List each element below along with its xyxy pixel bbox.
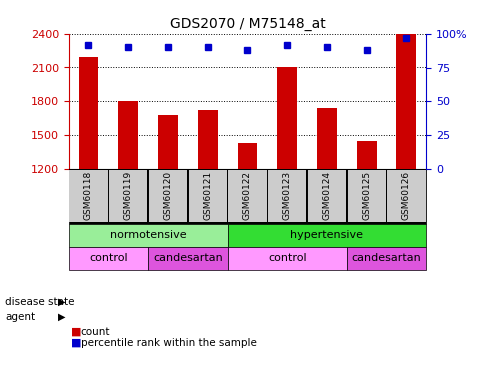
Text: normotensive: normotensive: [110, 230, 186, 240]
Text: candesartan: candesartan: [352, 254, 421, 263]
Text: ■: ■: [71, 327, 81, 337]
Text: GSM60119: GSM60119: [123, 171, 133, 220]
Bar: [347, 169, 387, 224]
Bar: [238, 143, 257, 169]
Text: agent: agent: [5, 312, 35, 322]
Bar: [108, 169, 148, 224]
Bar: [268, 170, 306, 222]
Bar: [396, 34, 416, 169]
Text: candesartan: candesartan: [153, 254, 223, 263]
Bar: [69, 224, 227, 247]
Bar: [308, 170, 346, 222]
Title: GDS2070 / M75148_at: GDS2070 / M75148_at: [170, 17, 325, 32]
Bar: [198, 110, 218, 169]
Bar: [227, 169, 268, 224]
Text: control: control: [268, 254, 307, 263]
Text: control: control: [89, 254, 128, 263]
Bar: [277, 67, 297, 169]
Text: GSM60121: GSM60121: [203, 171, 212, 220]
Bar: [227, 247, 347, 270]
Text: ▶: ▶: [58, 312, 65, 322]
Text: GSM60118: GSM60118: [84, 171, 93, 220]
Text: GSM60122: GSM60122: [243, 171, 252, 220]
Bar: [268, 169, 307, 224]
Text: disease state: disease state: [5, 297, 74, 307]
Bar: [69, 169, 108, 224]
Text: ■: ■: [71, 338, 81, 348]
Bar: [357, 141, 377, 169]
Text: GSM60125: GSM60125: [362, 171, 371, 220]
Text: ▶: ▶: [58, 297, 65, 307]
Bar: [188, 169, 227, 224]
Bar: [118, 101, 138, 169]
Bar: [228, 170, 267, 222]
Bar: [387, 169, 426, 224]
Bar: [347, 170, 386, 222]
Bar: [347, 247, 426, 270]
Bar: [78, 57, 98, 169]
Text: GSM60123: GSM60123: [283, 171, 292, 220]
Bar: [307, 169, 347, 224]
Bar: [388, 170, 425, 222]
Text: GSM60120: GSM60120: [164, 171, 172, 220]
Bar: [317, 108, 337, 169]
Text: GSM60126: GSM60126: [402, 171, 411, 220]
Text: count: count: [81, 327, 110, 337]
Bar: [227, 224, 426, 247]
Text: percentile rank within the sample: percentile rank within the sample: [81, 338, 257, 348]
Bar: [69, 247, 148, 270]
Bar: [70, 170, 107, 222]
Bar: [189, 170, 227, 222]
Text: hypertensive: hypertensive: [291, 230, 364, 240]
Bar: [158, 115, 178, 169]
Text: GSM60124: GSM60124: [322, 171, 331, 220]
Bar: [109, 170, 147, 222]
Bar: [148, 247, 227, 270]
Bar: [148, 169, 188, 224]
Bar: [149, 170, 187, 222]
